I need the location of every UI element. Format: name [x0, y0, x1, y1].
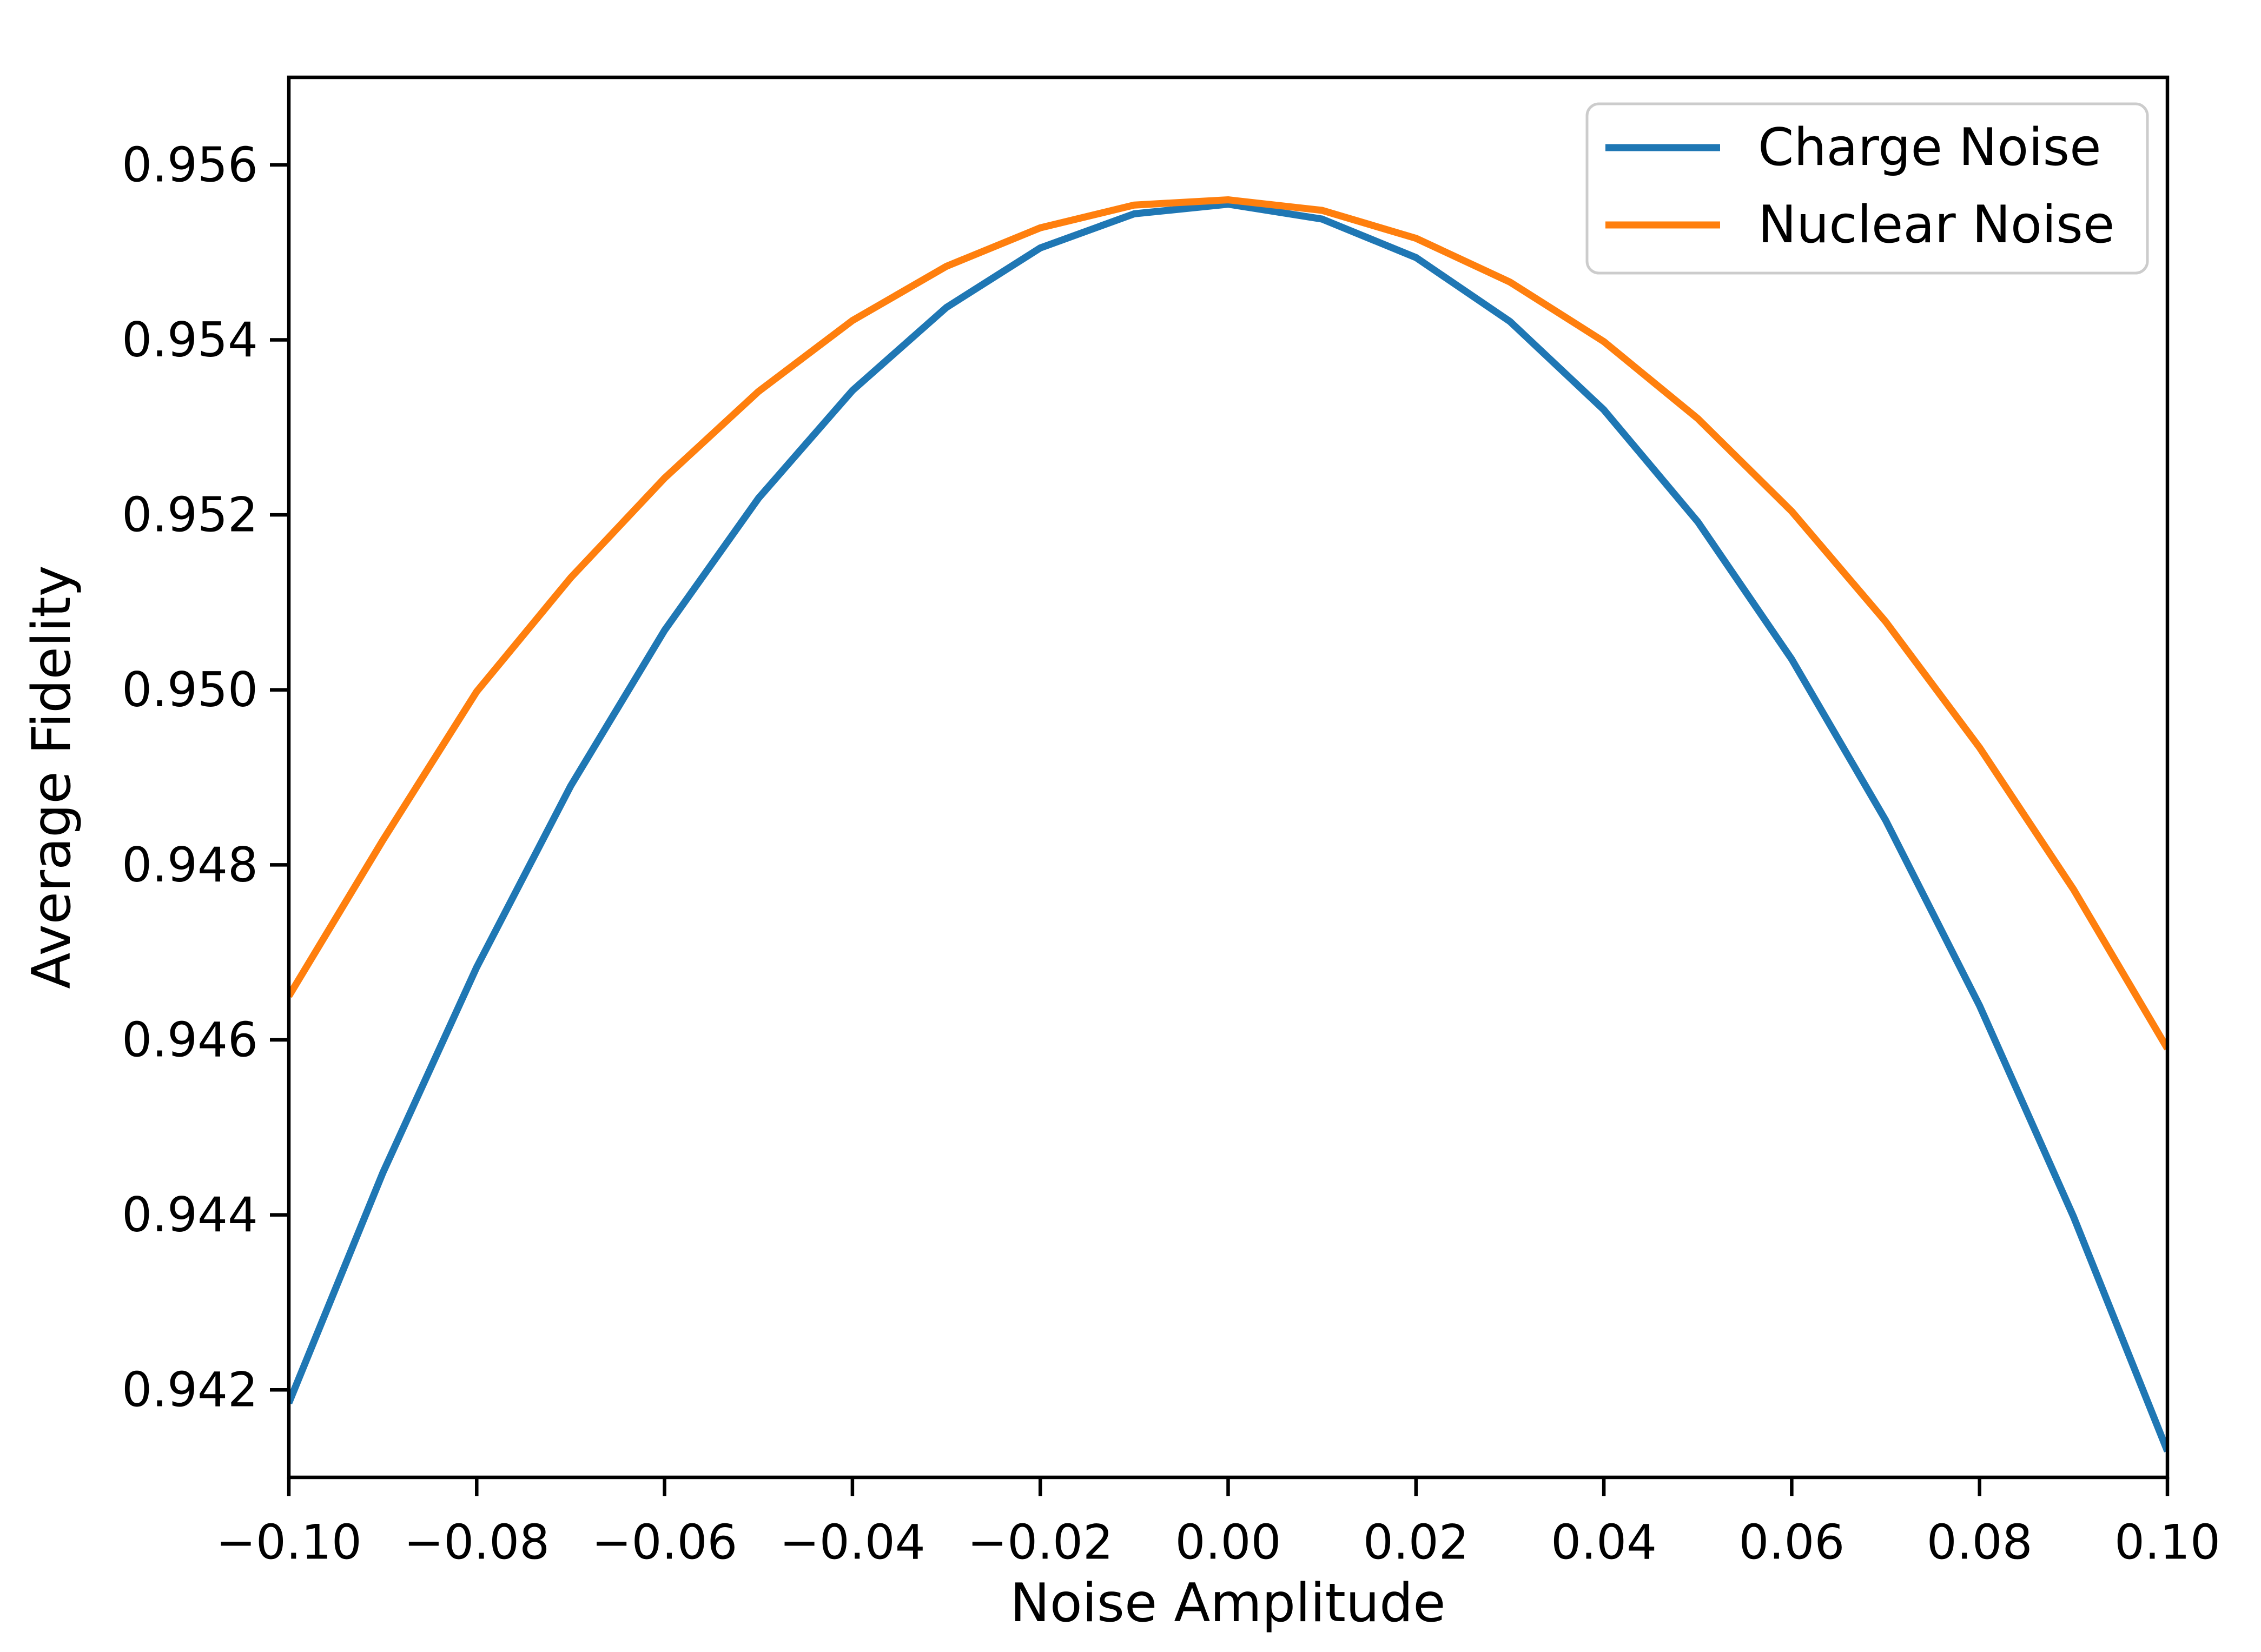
x-tick-label: −0.06: [592, 1515, 738, 1570]
y-tick-label: 0.956: [122, 137, 258, 193]
legend-label: Nuclear Noise: [1758, 195, 2114, 255]
x-axis-ticks: −0.10 −0.08 −0.06 −0.04 −0.02 0.00 0.02 0.04 0.0…: [216, 1477, 2220, 1570]
y-tick-label: 0.954: [122, 312, 258, 368]
x-tick-label: −0.04: [779, 1515, 925, 1570]
legend: Charge Noise Nuclear Noise: [1585, 102, 2149, 275]
y-axis-label: Average Fidelity: [21, 565, 83, 988]
series-group: [289, 196, 2167, 1452]
legend-entry: Charge Noise: [1605, 118, 2101, 177]
legend-entry: Nuclear Noise: [1605, 195, 2114, 255]
y-tick-label: 0.952: [122, 487, 258, 543]
x-tick-label: −0.08: [404, 1515, 550, 1570]
series-line-charge-noise: [289, 201, 2167, 1452]
y-tick-label: 0.944: [122, 1187, 258, 1243]
legend-box: [1585, 102, 2149, 275]
series-line-nuclear-noise: [289, 196, 2167, 1051]
x-tick-label: −0.10: [216, 1515, 362, 1570]
y-tick-label: 0.942: [122, 1362, 258, 1418]
x-axis-label: Noise Amplitude: [1010, 1573, 1445, 1634]
y-tick-label: 0.948: [122, 837, 258, 893]
legend-label: Charge Noise: [1758, 118, 2101, 177]
x-tick-label: 0.06: [1738, 1515, 1844, 1570]
x-tick-label: 0.10: [2114, 1515, 2220, 1570]
x-tick-label: 0.00: [1175, 1515, 1281, 1570]
y-axis-ticks: 0.942 0.944 0.946 0.948 0.950 0.952 0.954 0.956: [122, 137, 289, 1418]
y-tick-label: 0.946: [122, 1012, 258, 1067]
x-tick-label: −0.02: [967, 1515, 1113, 1570]
x-tick-label: 0.04: [1551, 1515, 1657, 1570]
x-tick-label: 0.08: [1927, 1515, 2033, 1570]
y-tick-label: 0.950: [122, 662, 258, 718]
plot-area: [289, 77, 2167, 1477]
x-tick-label: 0.02: [1363, 1515, 1469, 1570]
